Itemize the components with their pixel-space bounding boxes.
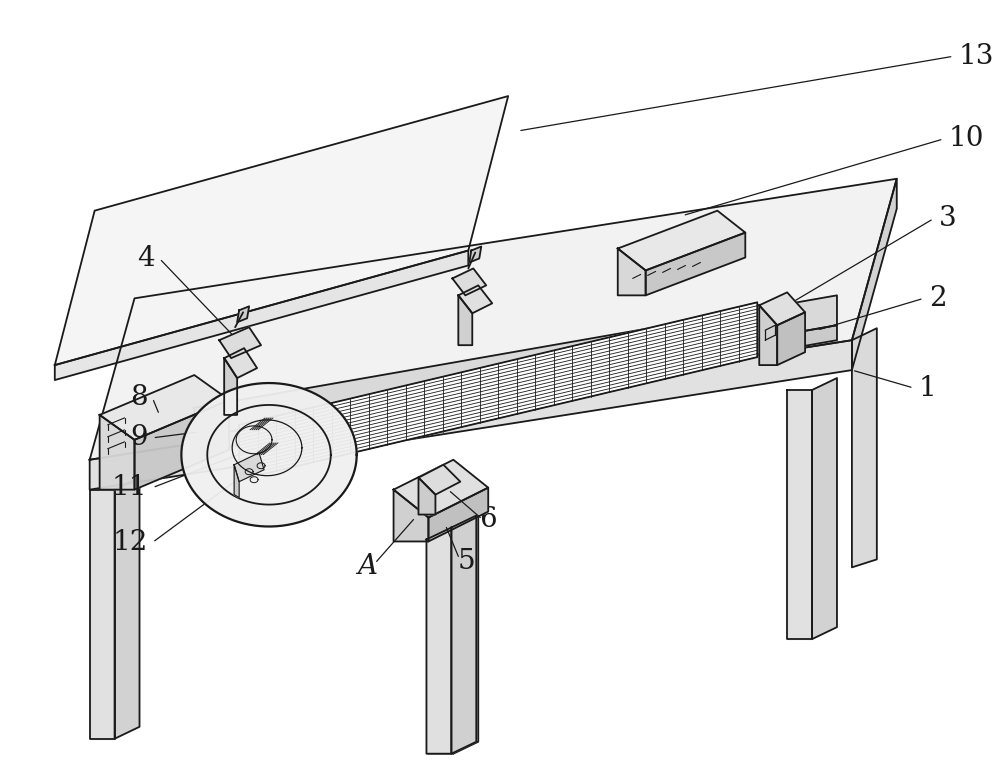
- Polygon shape: [239, 303, 757, 480]
- Polygon shape: [237, 307, 249, 322]
- Polygon shape: [458, 285, 492, 314]
- Polygon shape: [812, 378, 837, 639]
- Polygon shape: [451, 516, 476, 753]
- Polygon shape: [787, 390, 812, 639]
- Polygon shape: [90, 179, 897, 459]
- Polygon shape: [90, 340, 852, 490]
- Polygon shape: [181, 383, 357, 527]
- Polygon shape: [618, 249, 646, 296]
- Polygon shape: [458, 296, 472, 345]
- Polygon shape: [852, 179, 897, 370]
- Text: 5: 5: [457, 548, 475, 575]
- Polygon shape: [759, 305, 777, 365]
- Polygon shape: [394, 490, 428, 542]
- Polygon shape: [428, 488, 488, 542]
- Text: 13: 13: [959, 42, 994, 70]
- Text: 6: 6: [479, 506, 497, 533]
- Text: 8: 8: [130, 384, 147, 412]
- Polygon shape: [418, 465, 460, 495]
- Polygon shape: [469, 246, 481, 263]
- Polygon shape: [224, 348, 257, 378]
- Polygon shape: [646, 233, 745, 296]
- Text: 4: 4: [137, 245, 154, 272]
- Polygon shape: [100, 415, 135, 490]
- Polygon shape: [426, 528, 451, 753]
- Polygon shape: [224, 358, 237, 415]
- Polygon shape: [194, 296, 837, 437]
- Text: 10: 10: [949, 125, 984, 152]
- Text: 3: 3: [939, 205, 956, 232]
- Polygon shape: [777, 312, 805, 365]
- Polygon shape: [115, 477, 139, 739]
- Polygon shape: [418, 477, 435, 514]
- Polygon shape: [55, 251, 468, 380]
- Polygon shape: [100, 375, 229, 440]
- Text: A: A: [357, 553, 377, 580]
- Polygon shape: [394, 459, 488, 517]
- Polygon shape: [452, 268, 486, 296]
- Text: 1: 1: [919, 375, 936, 401]
- Polygon shape: [55, 96, 508, 365]
- Polygon shape: [219, 327, 261, 358]
- Polygon shape: [194, 325, 837, 453]
- Polygon shape: [234, 465, 239, 498]
- Text: 9: 9: [130, 424, 147, 452]
- Polygon shape: [852, 328, 877, 568]
- Text: 2: 2: [929, 285, 946, 312]
- Polygon shape: [135, 400, 229, 490]
- Polygon shape: [618, 211, 745, 270]
- Polygon shape: [428, 517, 453, 753]
- Polygon shape: [759, 292, 805, 325]
- Text: 12: 12: [112, 529, 147, 556]
- Polygon shape: [234, 453, 264, 481]
- Polygon shape: [90, 490, 115, 739]
- Polygon shape: [453, 506, 478, 753]
- Text: 11: 11: [112, 474, 147, 501]
